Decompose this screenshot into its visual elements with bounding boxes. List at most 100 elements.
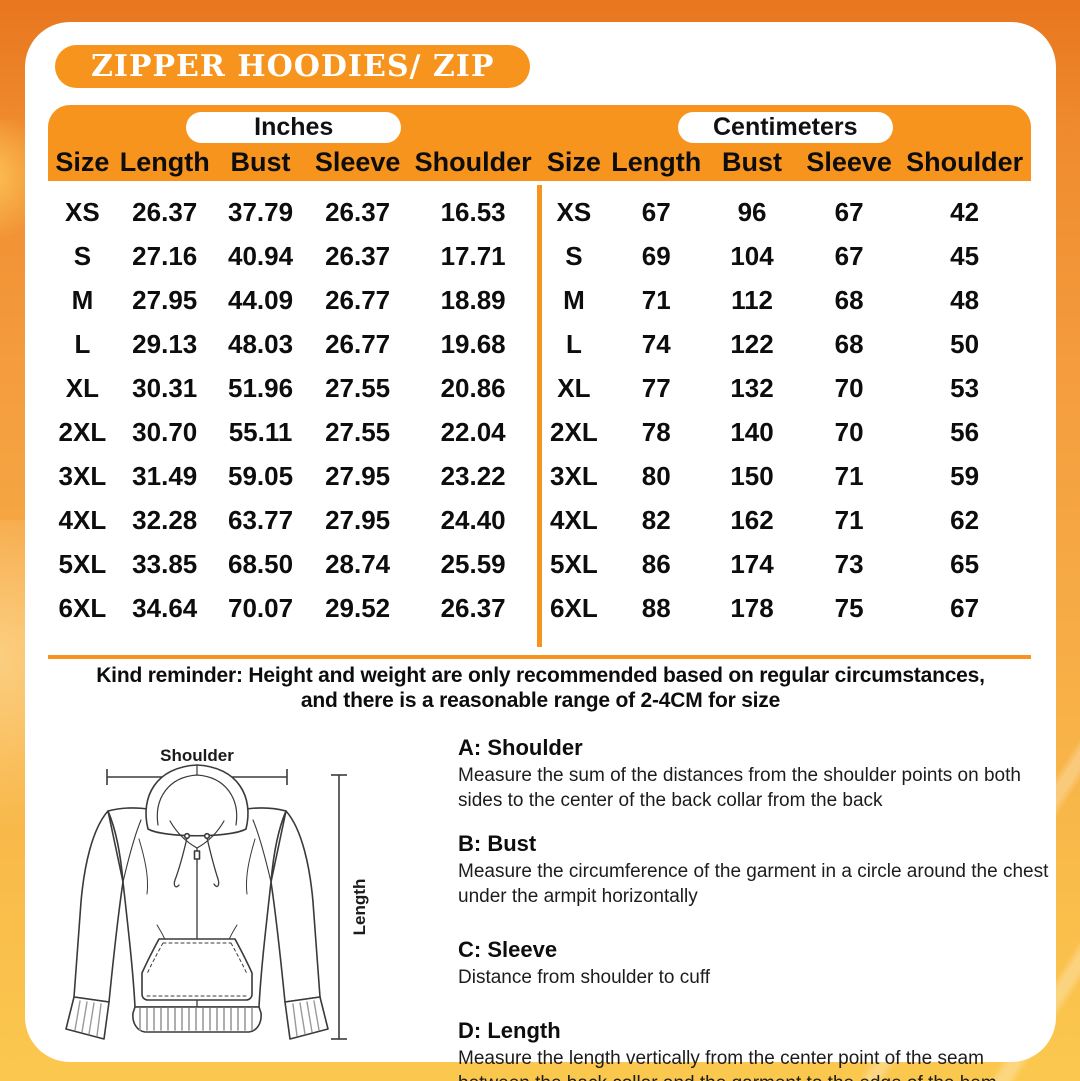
length-cell: 31.49 xyxy=(132,461,198,491)
sleeve-cell: 27.55 xyxy=(325,373,391,403)
sleeve-cell: 26.37 xyxy=(325,241,391,271)
bust-cell: 162 xyxy=(730,505,774,535)
shoulder-cell: 59 xyxy=(950,461,980,491)
length-cell: 30.70 xyxy=(132,417,198,447)
shoulder-cell: 20.86 xyxy=(440,373,506,403)
size-row: XL 77 132 70 53 xyxy=(540,366,1032,410)
hoodie-left-sleeve xyxy=(73,810,124,1003)
bust-cell: 140 xyxy=(730,417,774,447)
inches-unit-label: Inches xyxy=(254,113,334,141)
bust-cell: 44.09 xyxy=(228,285,294,315)
size-cell: S xyxy=(73,241,92,271)
shoulder-cell: 19.68 xyxy=(440,329,506,359)
instruction-text: Distance from shoulder to cuff xyxy=(458,967,711,988)
hoodie-drawing xyxy=(65,764,329,1040)
sleeve-cell: 26.77 xyxy=(325,285,391,315)
size-cell: 2XL xyxy=(550,417,598,447)
bust-cell: 63.77 xyxy=(228,505,294,535)
length-cell: 29.13 xyxy=(132,329,198,359)
shoulder-cell: 50 xyxy=(950,329,980,359)
kind-reminder-note: Kind reminder: Height and weight are onl… xyxy=(25,663,1056,713)
table-vertical-divider xyxy=(537,185,542,647)
hoodie-pocket xyxy=(141,938,253,1001)
instruction-title: D: Length xyxy=(458,1018,561,1043)
sleeve-cell: 68 xyxy=(834,285,864,315)
size-row: XS 26.37 37.79 26.37 16.53 xyxy=(48,190,540,234)
size-row: 5XL 33.85 68.50 28.74 25.59 xyxy=(48,542,540,586)
bust-cell: 59.05 xyxy=(228,461,294,491)
size-cell: M xyxy=(563,285,585,315)
shoulder-cell: 24.40 xyxy=(440,505,506,535)
size-cell: 5XL xyxy=(550,549,598,579)
size-row: XL 30.31 51.96 27.55 20.86 xyxy=(48,366,540,410)
size-cell: 3XL xyxy=(58,461,107,491)
length-cell: 26.37 xyxy=(132,197,198,227)
size-cell: 4XL xyxy=(58,505,107,535)
size-row: 6XL 34.64 70.07 29.52 26.37 xyxy=(48,586,540,630)
measurement-instructions: A: Shoulder Measure the sum of the dista… xyxy=(458,734,1050,1081)
bust-cell: 70.07 xyxy=(228,593,294,623)
size-row: 3XL 80 150 71 59 xyxy=(540,454,1032,498)
length-cell: 27.95 xyxy=(132,285,198,315)
shoulder-cell: 17.71 xyxy=(440,241,506,271)
hoodie-illustration: Shoulder Length xyxy=(65,746,369,1040)
bust-cell: 96 xyxy=(737,197,767,227)
size-cell: XL xyxy=(65,373,100,403)
length-cell: 77 xyxy=(641,373,671,403)
instruction-shoulder: A: Shoulder Measure the sum of the dista… xyxy=(458,734,1050,813)
sleeve-cell: 67 xyxy=(834,197,864,227)
bust-cell: 37.79 xyxy=(228,197,294,227)
reminder-line2: and there is a reasonable range of 2-4CM… xyxy=(300,689,781,712)
shoulder-cell: 56 xyxy=(950,417,980,447)
instruction-sleeve: C: Sleeve Distance from shoulder to cuff xyxy=(458,936,1050,990)
length-cell: 71 xyxy=(641,285,671,315)
length-cell: 82 xyxy=(641,505,671,535)
length-measure-line xyxy=(331,774,347,1040)
reminder-line1: Kind reminder: Height and weight are onl… xyxy=(96,664,985,687)
centimeters-column-headers: Size Length Bust Sleeve Shoulder xyxy=(540,144,1032,180)
column-header-sleeve: Sleeve xyxy=(806,147,892,177)
size-cell: M xyxy=(71,285,94,315)
shoulder-cell: 53 xyxy=(950,373,980,403)
bust-cell: 55.11 xyxy=(228,417,293,447)
hoodie-measurement-diagram: Shoulder Length xyxy=(60,717,420,1057)
hoodie-right-sleeve xyxy=(270,810,321,1003)
column-header-length: Length xyxy=(119,147,210,177)
bust-cell: 51.96 xyxy=(228,373,294,403)
centimeters-unit-label: Centimeters xyxy=(713,113,858,141)
size-row: 5XL 86 174 73 65 xyxy=(540,542,1032,586)
column-header-size: Size xyxy=(546,147,601,177)
inches-header-half: Inches Size Length Bust Sleeve Shoulder xyxy=(48,105,540,181)
instruction-title: A: Shoulder xyxy=(458,735,583,760)
shoulder-cell: 23.22 xyxy=(440,461,506,491)
shoulder-cell: 22.04 xyxy=(440,417,506,447)
sleeve-cell: 27.95 xyxy=(325,505,391,535)
centimeters-header-half: Centimeters Size Length Bust Sleeve Shou… xyxy=(540,105,1032,181)
sleeve-cell: 26.77 xyxy=(325,329,391,359)
size-cell: S xyxy=(565,241,583,271)
instruction-text: Measure the circumference of the garment… xyxy=(458,861,1049,907)
size-row: S 69 104 67 45 xyxy=(540,234,1032,278)
size-cell: L xyxy=(74,329,91,359)
shoulder-measure-label: Shoulder xyxy=(160,746,234,765)
column-header-size: Size xyxy=(55,147,110,177)
shoulder-cell: 65 xyxy=(950,549,980,579)
shoulder-cell: 25.59 xyxy=(440,549,506,579)
bust-cell: 48.03 xyxy=(228,329,294,359)
size-row: 4XL 32.28 63.77 27.95 24.40 xyxy=(48,498,540,542)
sleeve-cell: 71 xyxy=(834,461,864,491)
instruction-bust: B: Bust Measure the circumference of the… xyxy=(458,830,1050,909)
sleeve-cell: 71 xyxy=(834,505,864,535)
instruction-text: Measure the sum of the distances from th… xyxy=(458,765,1021,811)
column-header-bust: Bust xyxy=(722,147,783,177)
length-cell: 86 xyxy=(641,549,671,579)
bust-cell: 104 xyxy=(730,241,774,271)
sleeve-cell: 29.52 xyxy=(325,593,391,623)
sleeve-cell: 70 xyxy=(834,373,864,403)
size-row: L 74 122 68 50 xyxy=(540,322,1032,366)
length-cell: 34.64 xyxy=(132,593,198,623)
bust-cell: 68.50 xyxy=(228,549,294,579)
inches-rows: XS 26.37 37.79 26.37 16.53 S 27.16 40.94 26.37 17… xyxy=(48,190,540,655)
instruction-title: B: Bust xyxy=(458,831,537,856)
size-row: M 71 112 68 48 xyxy=(540,278,1032,322)
